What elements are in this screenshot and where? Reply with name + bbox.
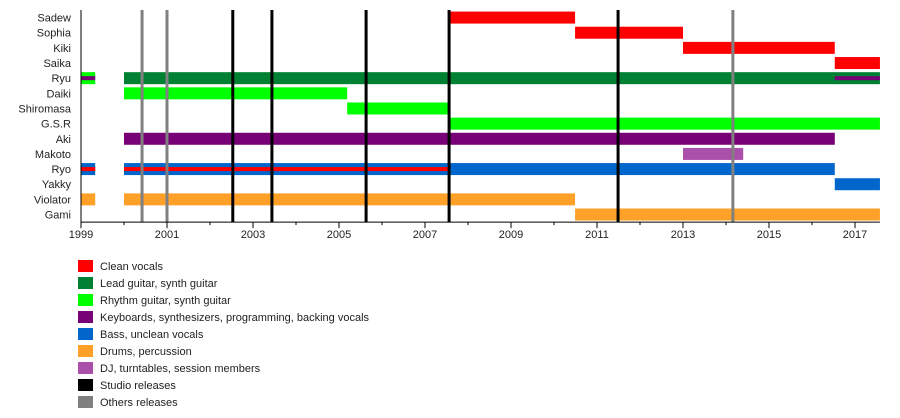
bar-clean <box>834 57 880 70</box>
bar-bass <box>834 178 880 191</box>
member-label: Shiromasa <box>18 103 71 115</box>
legend-label-other: Others releases <box>100 397 178 409</box>
member-label: Sadew <box>37 13 71 25</box>
bar-clean <box>449 11 576 24</box>
bar-rhythm <box>449 117 880 130</box>
bar-lead <box>124 72 880 85</box>
x-tick-label: 2013 <box>671 229 695 241</box>
legend-label-drums: Drums, percussion <box>100 346 192 358</box>
member-label: Makoto <box>35 149 71 161</box>
bar-keys <box>124 132 835 145</box>
member-label: Kiki <box>53 43 71 55</box>
x-tick-label: 2015 <box>757 229 781 241</box>
legend-label-rhythm: Rhythm guitar, synth guitar <box>100 295 231 307</box>
member-label: Daiki <box>47 88 71 100</box>
legend-label-lead: Lead guitar, synth guitar <box>100 278 218 290</box>
legend-swatch-keys <box>78 311 93 323</box>
bar-strip-clean <box>81 167 96 172</box>
x-tick-label: 2005 <box>327 229 351 241</box>
legend-label-bass: Bass, unclean vocals <box>100 329 204 341</box>
x-tick-label: 1999 <box>69 229 93 241</box>
member-label: G.S.R <box>41 119 71 131</box>
member-label: Gami <box>45 210 71 222</box>
x-tick-label: 2017 <box>843 229 867 241</box>
x-tick-label: 2003 <box>241 229 265 241</box>
x-tick-label: 2007 <box>413 229 437 241</box>
bar-drums <box>124 193 576 206</box>
bar-strip-keys <box>81 76 96 81</box>
bar-strip-clean <box>124 167 450 172</box>
x-tick-label: 2001 <box>155 229 179 241</box>
legend-swatch-bass <box>78 328 93 340</box>
bar-bass <box>124 163 835 176</box>
bar-clean <box>575 26 683 39</box>
bar-drums <box>81 193 96 206</box>
member-label: Violator <box>34 194 71 206</box>
member-label: Ryu <box>51 73 71 85</box>
x-tick-label: 2011 <box>585 229 609 241</box>
legend-swatch-studio <box>78 379 93 391</box>
legend-label-studio: Studio releases <box>100 380 176 392</box>
member-label: Sophia <box>37 28 72 40</box>
bar-drums <box>575 208 880 221</box>
bar-strip-keys <box>834 76 880 81</box>
legend-label-keys: Keyboards, synthesizers, programming, ba… <box>100 312 370 324</box>
legend-swatch-lead <box>78 277 93 289</box>
member-label: Aki <box>56 134 71 146</box>
legend-label-dj: DJ, turntables, session members <box>100 363 261 375</box>
legend-swatch-dj <box>78 362 93 374</box>
bar-clean <box>683 41 835 54</box>
bar-dj <box>683 147 744 160</box>
bar-rhythm <box>347 102 450 115</box>
bar-rhythm <box>124 87 348 100</box>
legend-swatch-rhythm <box>78 294 93 306</box>
x-tick-label: 2009 <box>499 229 523 241</box>
legend-swatch-other <box>78 396 93 408</box>
member-label: Saika <box>43 58 71 70</box>
member-label: Yakky <box>42 179 72 191</box>
legend-label-clean: Clean vocals <box>100 261 163 273</box>
legend-swatch-drums <box>78 345 93 357</box>
member-label: Ryo <box>51 164 71 176</box>
legend-swatch-clean <box>78 260 93 272</box>
